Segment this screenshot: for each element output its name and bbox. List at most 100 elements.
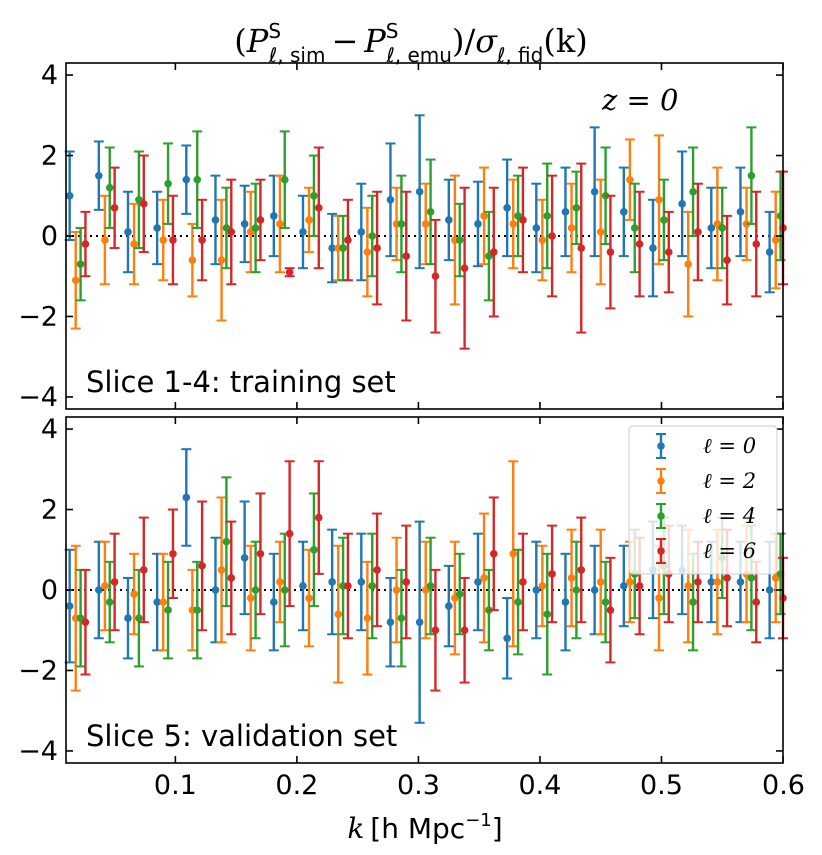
data-point xyxy=(655,594,663,602)
data-point xyxy=(314,204,323,212)
data-point xyxy=(474,578,482,586)
data-point xyxy=(153,224,161,232)
data-point xyxy=(489,248,498,256)
data-point xyxy=(707,224,716,232)
x-tick-label: 0.5 xyxy=(640,770,683,801)
data-point xyxy=(590,187,599,196)
y-tick-label: −2 xyxy=(18,655,58,686)
data-point xyxy=(256,216,265,224)
data-point xyxy=(169,549,177,558)
data-point xyxy=(110,578,119,586)
data-point xyxy=(684,582,693,590)
title-p-emu-sup: S xyxy=(386,19,399,43)
data-point xyxy=(684,260,693,268)
data-point xyxy=(455,236,464,244)
data-point xyxy=(299,582,307,590)
data-point xyxy=(310,545,318,554)
series-l0 xyxy=(64,114,775,298)
data-point xyxy=(509,220,518,228)
y-tick-label: 2 xyxy=(41,141,58,172)
data-point xyxy=(689,187,697,196)
data-point xyxy=(694,228,702,236)
series-l2 xyxy=(70,134,781,330)
chart-title: (PS ℓ, sim − PS ℓ, emu)/σℓ, fid(k) xyxy=(234,19,587,67)
data-point xyxy=(240,554,249,562)
data-point xyxy=(431,272,440,281)
panel-top: 4 2 0 −2 −4 Slice 1-4: training set z = 0 xyxy=(18,60,788,413)
y-tick-label: 2 xyxy=(41,495,58,526)
data-point xyxy=(363,248,372,256)
data-point xyxy=(305,594,313,602)
data-point xyxy=(630,224,639,232)
data-point xyxy=(357,228,366,236)
data-point xyxy=(95,171,103,180)
data-point xyxy=(415,618,424,626)
data-point xyxy=(139,566,148,574)
x-axis-close: ] xyxy=(492,812,503,845)
data-point xyxy=(270,212,278,220)
data-point xyxy=(771,236,780,244)
data-point xyxy=(519,216,527,224)
data-point xyxy=(328,244,336,252)
data-point xyxy=(694,578,702,586)
data-point xyxy=(227,228,236,236)
data-point xyxy=(606,606,615,614)
data-point xyxy=(188,256,197,264)
redshift-label: z = 0 xyxy=(601,83,678,117)
data-point xyxy=(276,220,284,228)
data-point xyxy=(217,566,226,574)
data-point xyxy=(105,183,114,192)
data-point xyxy=(299,228,307,236)
data-point xyxy=(445,216,453,224)
title-close: )/ xyxy=(452,22,475,60)
data-point xyxy=(193,175,202,184)
data-point xyxy=(509,549,518,558)
title-arg: (k) xyxy=(543,22,587,60)
data-point xyxy=(601,598,610,606)
y-tick-label: 0 xyxy=(41,221,58,252)
data-point xyxy=(723,574,731,582)
data-point xyxy=(577,244,586,252)
data-point xyxy=(519,578,527,586)
data-point xyxy=(81,240,90,248)
data-point xyxy=(747,171,756,180)
data-point xyxy=(65,602,74,610)
slice-annotation: Slice 1-4: training set xyxy=(86,365,396,399)
data-point xyxy=(81,618,90,626)
data-point xyxy=(368,582,377,590)
data-point xyxy=(71,276,80,285)
data-point xyxy=(736,578,745,586)
data-point xyxy=(503,204,511,212)
data-point xyxy=(198,236,206,244)
data-point xyxy=(139,200,148,208)
data-point xyxy=(227,574,236,582)
data-point xyxy=(246,594,255,602)
data-point xyxy=(386,195,395,204)
x-tick-label: 0.2 xyxy=(275,770,318,801)
data-point xyxy=(280,586,289,594)
data-point xyxy=(538,236,547,244)
data-point xyxy=(240,220,249,228)
legend-label: ℓ = 2 xyxy=(703,469,756,493)
data-point xyxy=(620,208,628,216)
data-point xyxy=(474,220,482,228)
data-point xyxy=(124,228,132,236)
data-point xyxy=(101,236,109,244)
data-point xyxy=(373,566,381,574)
y-tick-label: 0 xyxy=(41,575,58,606)
x-axis-exponent: −1 xyxy=(465,810,492,831)
data-point xyxy=(572,586,581,594)
data-point xyxy=(660,216,668,224)
data-point xyxy=(736,208,745,216)
data-point xyxy=(577,566,586,574)
x-axis-unit: [h Mpc xyxy=(370,812,465,845)
data-point xyxy=(328,578,336,586)
data-point xyxy=(130,240,138,248)
legend-label: ℓ = 4 xyxy=(703,504,756,528)
data-point xyxy=(489,549,498,558)
x-tick-label: 0.6 xyxy=(762,770,805,801)
data-point xyxy=(765,248,774,256)
x-tick-label: 0.3 xyxy=(397,770,440,801)
data-point xyxy=(251,224,260,232)
data-point xyxy=(182,175,191,184)
